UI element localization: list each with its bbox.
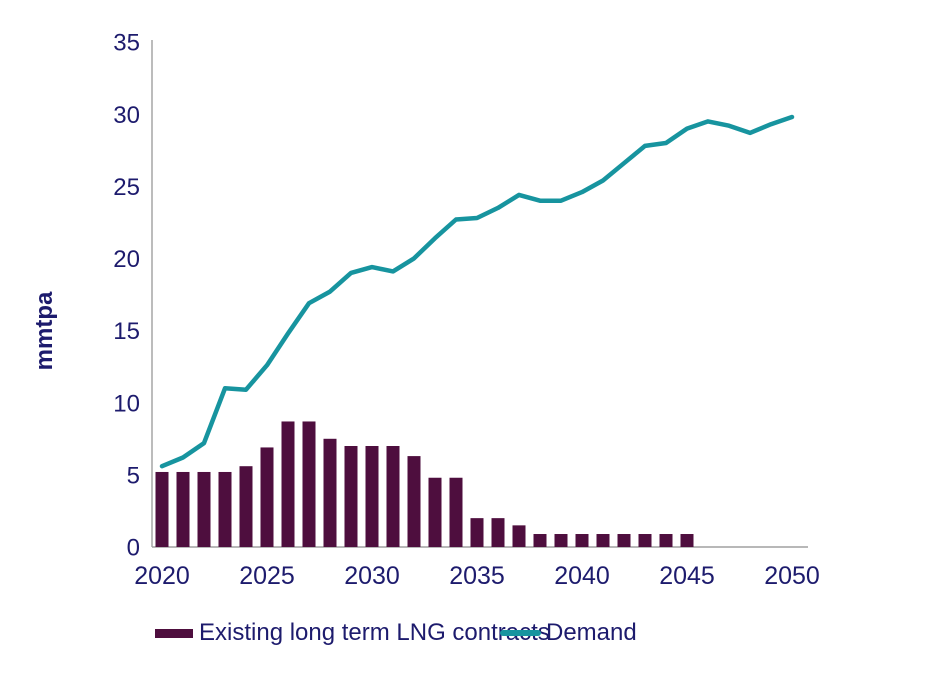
x-tick-label: 2045 xyxy=(659,562,715,590)
x-tick-label: 2050 xyxy=(764,562,820,590)
bar xyxy=(281,421,295,547)
y-tick-label: 20 xyxy=(113,246,140,273)
demand-line xyxy=(159,114,795,469)
bar xyxy=(680,534,694,547)
bar xyxy=(344,445,358,547)
legend-label-demand: Demand xyxy=(546,619,637,646)
bar xyxy=(239,466,253,547)
bar xyxy=(176,471,190,547)
y-tick-label: 0 xyxy=(127,535,140,562)
bar xyxy=(638,534,652,547)
bar xyxy=(218,471,232,547)
bar xyxy=(323,438,337,547)
x-tick-label: 2040 xyxy=(554,562,610,590)
bar xyxy=(470,518,484,547)
x-tick-label: 2020 xyxy=(134,562,190,590)
y-axis-title: mmtpa xyxy=(31,291,58,370)
x-tick-label: 2035 xyxy=(449,562,505,590)
bar xyxy=(491,518,505,547)
y-tick-label: 10 xyxy=(113,390,140,417)
bar xyxy=(365,445,379,547)
y-tick-label: 5 xyxy=(127,462,140,489)
legend: Existing long term LNG contracts Demand xyxy=(0,618,937,648)
x-tick-label: 2030 xyxy=(344,562,400,590)
bar xyxy=(533,534,547,547)
bar xyxy=(512,525,526,547)
bar xyxy=(197,471,211,547)
y-tick-label: 35 xyxy=(113,30,140,57)
bar xyxy=(260,447,274,547)
line-swatch xyxy=(500,630,541,636)
y-tick-label: 30 xyxy=(113,102,140,129)
bar xyxy=(596,534,610,547)
bar xyxy=(659,534,673,547)
bar xyxy=(407,456,421,547)
bar xyxy=(554,534,568,547)
bar xyxy=(302,421,316,547)
bar xyxy=(575,534,589,547)
legend-item-contracts: Existing long term LNG contracts xyxy=(155,618,550,648)
legend-label-contracts: Existing long term LNG contracts xyxy=(199,619,550,646)
x-tick-label: 2025 xyxy=(239,562,295,590)
y-tick-label: 25 xyxy=(113,174,140,201)
bar xyxy=(386,445,400,547)
y-tick-label: 15 xyxy=(113,318,140,345)
bar xyxy=(428,477,442,547)
bar xyxy=(155,471,169,547)
bar-swatch xyxy=(155,628,193,638)
bar xyxy=(617,534,631,547)
bar xyxy=(449,477,463,547)
legend-item-demand: Demand xyxy=(500,618,637,648)
